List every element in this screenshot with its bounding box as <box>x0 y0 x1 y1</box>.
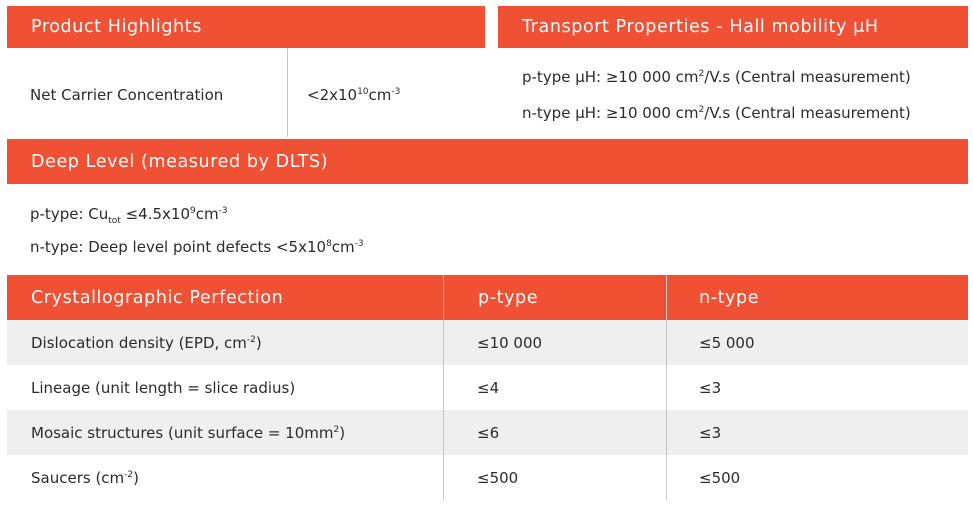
transport-p-line: p-type μH: ≥10 000 cm2/V.s (Central meas… <box>522 68 911 86</box>
p-type-column-header: p-type <box>478 287 539 308</box>
table-row: Dislocation density (EPD, cm-2) ≤10 000 … <box>7 320 968 365</box>
row-n-value: ≤3 <box>699 378 722 397</box>
transport-p-suffix: /V.s (Central measurement) <box>704 68 911 86</box>
row-n-value: ≤3 <box>699 423 722 442</box>
deep-level-n-line: n-type: Deep level point defects <5x108c… <box>30 238 364 256</box>
crystallographic-title: Crystallographic Perfection <box>31 287 284 308</box>
deep-level-title: Deep Level (measured by DLTS) <box>31 151 329 172</box>
table-row: Lineage (unit length = slice radius) ≤4 … <box>7 365 968 410</box>
net-carrier-value-unit-exp: -3 <box>391 87 401 97</box>
net-carrier-label: Net Carrier Concentration <box>30 86 223 104</box>
deep-level-p-line: p-type: Cutot ≤4.5x109cm-3 <box>30 205 228 226</box>
deep-level-p-exp1: 9 <box>189 206 196 216</box>
row-property-text: Dislocation density (EPD, cm <box>31 333 247 352</box>
row-property: Saucers (cm-2) <box>31 469 139 487</box>
deep-level-n-exp1: 8 <box>326 239 332 249</box>
product-highlights-divider <box>287 48 288 137</box>
row-property-text: Lineage (unit length = slice radius) <box>31 378 296 397</box>
transport-n-prefix: n-type μH: ≥10 000 cm <box>522 104 699 122</box>
row-property: Lineage (unit length = slice radius) <box>31 379 295 397</box>
transport-p-prefix: p-type μH: ≥10 000 cm <box>522 68 699 86</box>
row-property-text: Mosaic structures (unit surface = 10mm <box>31 423 334 442</box>
row-n-value: ≤5 000 <box>699 333 755 352</box>
product-highlights-title: Product Highlights <box>31 17 202 37</box>
row-property-post: ) <box>339 423 346 442</box>
row-property-post: ) <box>133 468 140 487</box>
row-property-text: Saucers (cm <box>31 468 125 487</box>
net-carrier-value-unit: cm <box>368 86 392 104</box>
row-property-exp: 2 <box>333 424 340 435</box>
transport-n-exp: 2 <box>698 105 705 115</box>
crystallographic-header: Crystallographic Perfection p-type n-typ… <box>7 275 968 320</box>
deep-level-header: Deep Level (measured by DLTS) <box>7 139 968 184</box>
p-column-divider <box>443 275 444 500</box>
net-carrier-value: <2x1010cm-3 <box>307 86 400 104</box>
table-row: Mosaic structures (unit surface = 10mm2)… <box>7 410 968 455</box>
row-property-exp: -2 <box>246 334 256 345</box>
n-type-column-header: n-type <box>699 287 760 308</box>
net-carrier-value-exp: 10 <box>357 87 369 97</box>
net-carrier-label-text: Net Carrier Concentration <box>30 86 224 104</box>
transport-n-line: n-type μH: ≥10 000 cm2/V.s (Central meas… <box>522 104 911 122</box>
row-p-value: ≤6 <box>477 423 500 442</box>
row-n-value: ≤500 <box>699 468 741 487</box>
row-p-value: ≤4 <box>477 378 500 397</box>
n-column-divider <box>666 275 667 500</box>
deep-level-p-mid: ≤4.5x10 <box>120 205 190 223</box>
row-p-value: ≤10 000 <box>477 333 543 352</box>
product-highlights-header: Product Highlights <box>7 6 485 48</box>
row-p-value: ≤500 <box>477 468 519 487</box>
row-property-exp: -2 <box>124 469 134 480</box>
transport-header: Transport Properties - Hall mobility μH <box>498 6 968 48</box>
net-carrier-value-base: <2x10 <box>307 86 358 104</box>
deep-level-p-prefix: p-type: Cu <box>30 205 109 223</box>
table-row: Saucers (cm-2) ≤500 ≤500 <box>7 455 968 500</box>
deep-level-n-unit: cm <box>331 238 355 256</box>
transport-p-exp: 2 <box>698 69 705 79</box>
deep-level-p-sub: tot <box>108 216 121 226</box>
deep-level-n-exp2: -3 <box>354 239 364 249</box>
row-property: Dislocation density (EPD, cm-2) <box>31 334 262 352</box>
transport-title: Transport Properties - Hall mobility μH <box>522 17 879 37</box>
transport-n-suffix: /V.s (Central measurement) <box>704 104 911 122</box>
deep-level-p-exp2: -3 <box>218 206 228 216</box>
crystallographic-body: Dislocation density (EPD, cm-2) ≤10 000 … <box>7 320 968 502</box>
deep-level-p-unit: cm <box>195 205 219 223</box>
row-property: Mosaic structures (unit surface = 10mm2) <box>31 424 345 442</box>
deep-level-n-prefix: n-type: Deep level point defects <5x10 <box>30 238 327 256</box>
row-property-post: ) <box>255 333 262 352</box>
